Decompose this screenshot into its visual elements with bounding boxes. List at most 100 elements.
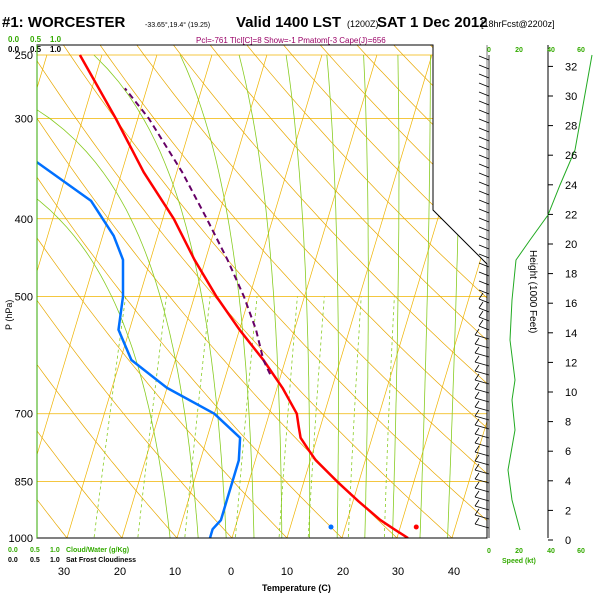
wind-speed-tick-label: 60 xyxy=(577,47,585,54)
dry-adiabat-line xyxy=(206,45,487,538)
wind-barb-flag xyxy=(474,427,480,435)
height-tick-label: 32 xyxy=(565,61,577,73)
surface-temperature-marker xyxy=(413,524,419,530)
wind-barb xyxy=(478,244,490,250)
dewpoint-profile xyxy=(37,53,242,538)
wind-barb xyxy=(474,505,490,511)
isotherm-line xyxy=(507,55,600,538)
forecast-run: [18hrFcst@2200z] xyxy=(481,19,555,29)
wind-barb-flag xyxy=(474,346,480,354)
mixing-ratio-line xyxy=(306,296,325,538)
wind-barb xyxy=(474,415,490,421)
wind-barb xyxy=(474,514,490,520)
dry-adiabat-line xyxy=(169,45,487,538)
height-tick-label: 4 xyxy=(565,476,571,488)
surface-dewpoint-marker xyxy=(328,524,334,530)
height-tick-label: 0 xyxy=(565,535,571,547)
wind-barb-flag xyxy=(474,517,480,525)
svg-text:0.5: 0.5 xyxy=(30,547,40,554)
dry-adiabat-line xyxy=(37,45,472,538)
moist-adiabat-line xyxy=(391,54,400,538)
wind-barb xyxy=(474,334,490,340)
dry-adiabat-line xyxy=(37,45,249,538)
wind-barb xyxy=(478,298,490,304)
svg-text:0.0: 0.0 xyxy=(8,35,20,44)
svg-text:1.0: 1.0 xyxy=(50,45,62,54)
svg-text:0.0: 0.0 xyxy=(8,45,20,54)
moist-adiabat-line xyxy=(179,54,255,538)
wind-barb xyxy=(478,91,490,97)
svg-text:1.0: 1.0 xyxy=(50,35,62,44)
svg-text:0.5: 0.5 xyxy=(30,557,40,564)
dry-adiabat-line xyxy=(37,45,81,538)
x-axis-label: Temperature (C) xyxy=(262,583,331,593)
pressure-tick-label: 500 xyxy=(15,292,33,304)
wind-barb xyxy=(478,280,490,286)
wind-barb xyxy=(478,253,490,259)
height-tick-label: 30 xyxy=(565,91,577,103)
wind-speed-tick-label: 40 xyxy=(547,47,555,54)
wind-barb xyxy=(478,109,490,115)
isotherm-line xyxy=(451,54,487,538)
mixing-ratio-line xyxy=(347,296,362,538)
dry-adiabat-line xyxy=(37,45,360,538)
parcel-profile xyxy=(124,87,272,375)
pressure-axis: 250 300 400 500 700 850 1000 xyxy=(9,50,33,545)
wind-barb-flag xyxy=(474,409,480,417)
height-tick-label: 8 xyxy=(565,417,571,429)
wind-panel: 0 20 40 60 0 20 40 60 Speed (kt) xyxy=(474,45,593,565)
wind-barb xyxy=(478,307,490,313)
height-tick-label: 2 xyxy=(565,505,571,517)
isotherm-line xyxy=(37,54,158,538)
wind-speed-tick-label: 60 xyxy=(577,548,585,555)
mixing-ratio-line xyxy=(182,296,211,538)
isotherm-line xyxy=(396,54,487,538)
svg-text:1.0: 1.0 xyxy=(50,557,60,564)
temperature-tick-label: 20 xyxy=(337,566,349,578)
wind-barb xyxy=(478,190,490,196)
moist-adiabat-line xyxy=(419,55,431,538)
wind-barb xyxy=(478,262,490,268)
mixing-ratio-line xyxy=(91,296,127,538)
wind-barb-flag xyxy=(474,355,480,363)
wind-barb-flag xyxy=(474,436,480,444)
isotherm-line xyxy=(176,54,323,538)
wind-barb xyxy=(478,199,490,205)
wind-barb-flag xyxy=(474,481,480,489)
dry-adiabat-line xyxy=(96,45,487,538)
height-tick-label: 24 xyxy=(565,180,577,192)
height-tick-label: 20 xyxy=(565,239,577,251)
temperature-tick-label: 30 xyxy=(392,566,404,578)
wind-barb xyxy=(478,100,490,106)
wind-barb-flag xyxy=(478,301,484,309)
wind-barb-flag xyxy=(474,328,480,336)
wind-barb-flag xyxy=(474,472,480,480)
pressure-tick-label: 250 xyxy=(15,50,33,62)
height-tick-label: 12 xyxy=(565,357,577,369)
wind-barb xyxy=(478,325,490,331)
pressure-tick-label: 1000 xyxy=(9,533,33,545)
pressure-tick-label: 850 xyxy=(15,476,33,488)
wind-barb xyxy=(478,118,490,124)
temperature-axis: 30 20 10 0 10 20 30 40 xyxy=(58,566,460,578)
wind-barb xyxy=(478,73,490,79)
isotherm-line xyxy=(286,54,433,538)
dry-adiabat-line xyxy=(37,45,137,538)
dry-adiabat-line xyxy=(37,45,305,538)
cloud-scale-top: 0.0 0.5 1.0 0.0 0.5 1.0 xyxy=(8,35,62,54)
wind-barb xyxy=(474,424,490,430)
pressure-tick-label: 300 xyxy=(15,114,33,126)
wind-speed-tick-label: 0 xyxy=(487,47,491,54)
station-coords: -33.65°,19.4° (19.25) xyxy=(145,21,210,29)
wind-barb xyxy=(474,523,490,529)
wind-barb xyxy=(474,469,490,475)
mixing-ratio-line xyxy=(233,296,258,538)
wind-barb xyxy=(478,64,490,70)
wind-barb xyxy=(478,82,490,88)
wind-barb xyxy=(474,460,490,466)
wind-barb xyxy=(478,235,490,241)
dry-adiabat-line xyxy=(133,45,487,538)
wind-barb xyxy=(478,172,490,178)
wind-barb xyxy=(478,271,490,277)
wind-barb xyxy=(478,136,490,142)
